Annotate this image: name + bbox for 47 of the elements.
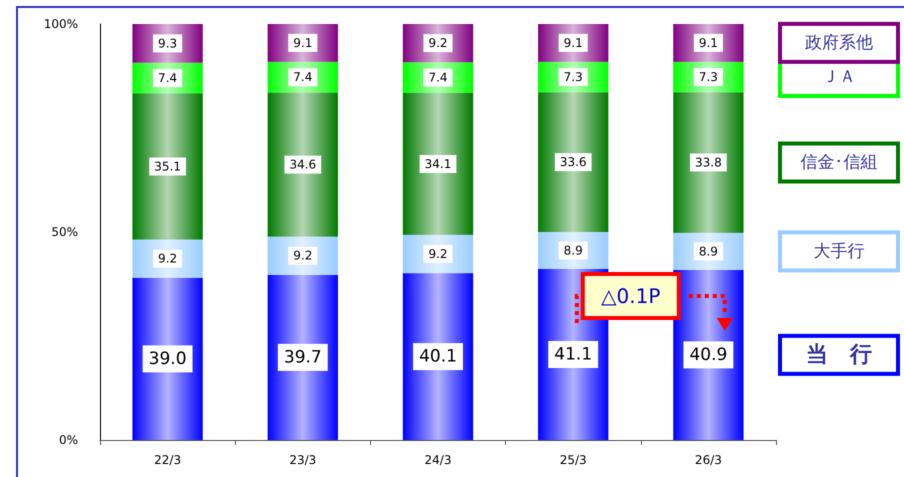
x-tick-label: 22/3 [154, 453, 182, 467]
data-label: 39.0 [148, 348, 187, 369]
text: ＪＡ [822, 67, 856, 88]
text: 信金･信組 [800, 152, 878, 173]
data-label: 35.1 [154, 159, 181, 174]
data-label: 9.2 [293, 248, 312, 263]
data-label: 7.4 [293, 70, 312, 84]
bar [673, 92, 744, 233]
data-label: 40.9 [689, 344, 728, 365]
data-label: 8.9 [564, 244, 583, 258]
data-label: 7.3 [564, 70, 583, 84]
data-label: 7.4 [428, 70, 448, 85]
data-label: 34.6 [289, 158, 316, 172]
x-tick-label: 23/3 [289, 453, 316, 467]
bar [132, 93, 203, 240]
data-label: 9.1 [698, 36, 718, 50]
bar [402, 273, 474, 440]
data-label: 9.2 [428, 36, 448, 50]
data-label: 33.6 [560, 155, 587, 170]
bar [538, 92, 608, 232]
data-label: 39.7 [284, 347, 322, 368]
x-tick-label: 26/3 [694, 453, 722, 467]
text: 当 行 [806, 342, 872, 368]
data-label: 9.2 [158, 252, 178, 266]
data-label: 9.1 [293, 36, 312, 50]
text: 政府系他 [805, 32, 873, 53]
y-tick-label: 0% [58, 433, 78, 447]
data-label: 40.1 [419, 346, 457, 367]
bar [402, 93, 474, 235]
data-label: 7.4 [158, 71, 178, 86]
y-tick-label: 50% [51, 225, 78, 239]
text: 大手行 [814, 241, 864, 262]
y-tick-label: 100% [44, 17, 78, 31]
data-label: 9.3 [158, 36, 178, 50]
data-label: 9.2 [428, 247, 448, 262]
data-label: 9.1 [564, 36, 583, 50]
annotation: △0.1P [601, 284, 660, 308]
data-label: 41.1 [554, 344, 592, 365]
x-tick-label: 25/3 [560, 453, 587, 467]
data-label: 7.3 [698, 70, 718, 84]
bar [268, 274, 338, 440]
data-label: 33.8 [695, 156, 722, 170]
data-label: 8.9 [698, 244, 718, 258]
bar [132, 278, 203, 440]
data-label: 34.1 [424, 156, 452, 171]
x-tick-label: 24/3 [424, 453, 452, 467]
bar [268, 92, 338, 237]
